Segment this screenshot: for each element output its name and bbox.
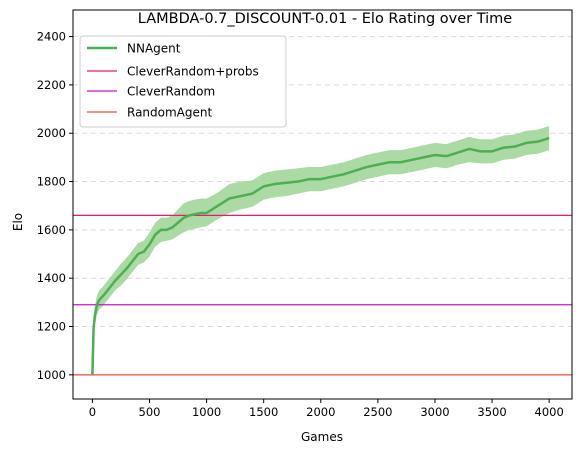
y-axis-label: Elo: [11, 213, 25, 231]
y-tick-label: 2400: [37, 30, 66, 44]
x-tick-label: 2500: [363, 405, 392, 419]
legend-label-cleverrandom-probs: CleverRandom+probs: [127, 65, 259, 79]
y-tick-label: 2200: [37, 78, 66, 92]
x-tick-label: 0: [89, 405, 96, 419]
y-tick-label: 1400: [37, 271, 66, 285]
x-tick-label: 4000: [535, 405, 564, 419]
legend-label-cleverrandom: CleverRandom: [127, 85, 215, 99]
x-tick-label: 3000: [420, 405, 449, 419]
legend-label-randomagent: RandomAgent: [127, 106, 212, 120]
y-axis-ticks: 1000 1200 1400 1600 1800 2000 2200 2400: [37, 30, 73, 382]
chart-title: LAMBDA-0.7_DISCOUNT-0.01 - Elo Rating ov…: [138, 11, 513, 27]
plot-frame: [72, 9, 573, 400]
x-tick-label: 1000: [192, 405, 221, 419]
x-tick-label: 2000: [306, 405, 335, 419]
x-axis-ticks: 0 500 1000 1500 2000 2500 3000 3500 4000: [89, 399, 564, 419]
y-tick-label: 1800: [37, 175, 66, 189]
legend: NNAgent CleverRandom+probs CleverRandom …: [79, 35, 287, 128]
confidence-band-layer: [92, 125, 550, 375]
nnagent-line: [91, 136, 550, 375]
nnagent-line-layer: [91, 136, 550, 375]
nnagent-confidence-band: [92, 125, 550, 375]
y-tick-label: 2000: [37, 126, 66, 140]
x-axis-label: Games: [301, 430, 343, 444]
y-tick-label: 1000: [37, 368, 66, 382]
baseline-lines: [73, 214, 572, 376]
x-tick-label: 3500: [477, 405, 506, 419]
y-tick-label: 1600: [37, 223, 66, 237]
legend-label-nnagent: NNAgent: [127, 42, 181, 56]
legend-box: [79, 35, 287, 128]
x-tick-label: 1500: [249, 405, 278, 419]
x-tick-label: 500: [139, 405, 161, 419]
y-tick-label: 1200: [37, 320, 66, 334]
